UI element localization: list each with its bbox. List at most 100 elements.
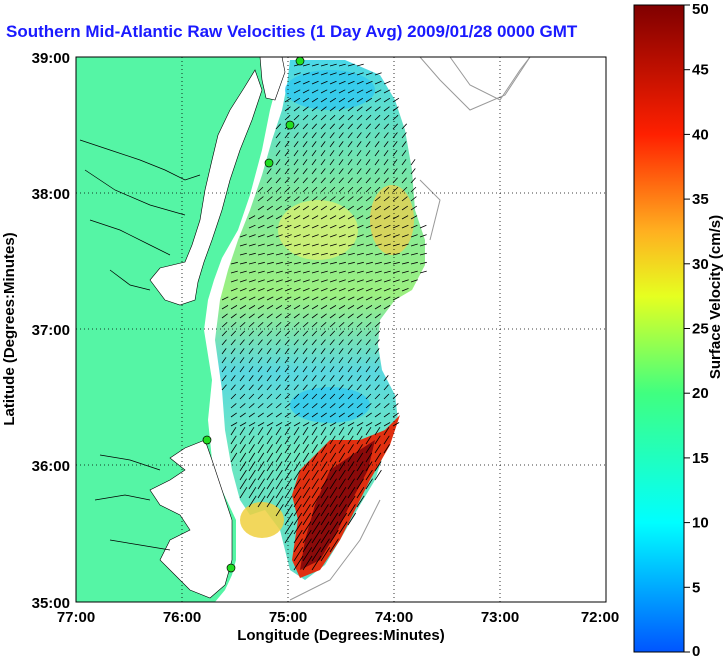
velocity-vector: [311, 196, 318, 202]
velocity-vector: [248, 224, 256, 229]
velocity-vector: [329, 252, 337, 256]
velocity-vector: [338, 426, 345, 436]
velocity-vector: [320, 322, 327, 328]
velocity-vector: [230, 305, 238, 310]
velocity-vector: [329, 243, 337, 247]
velocity-vector: [338, 322, 345, 328]
velocity-vector: [329, 512, 339, 526]
velocity-vector: [311, 348, 317, 355]
velocity-vector: [275, 403, 282, 409]
velocity-vector: [320, 339, 326, 346]
velocity-vector: [338, 196, 345, 202]
warm-patch: [240, 502, 284, 538]
velocity-vector: [302, 270, 310, 274]
velocity-vector: [239, 384, 245, 391]
velocity-vector: [374, 384, 380, 391]
velocity-vector: [320, 215, 328, 220]
velocity-vector: [347, 426, 354, 436]
velocity-vector: [284, 357, 290, 364]
x-axis-label: Longitude (Degrees:Minutes): [237, 627, 445, 644]
velocity-vector: [338, 150, 344, 157]
velocity-vector: [302, 403, 309, 409]
velocity-vector: [365, 243, 373, 247]
velocity-vector: [248, 435, 255, 445]
velocity-vector: [284, 313, 291, 319]
velocity-vector: [302, 348, 308, 355]
velocity-vector: [374, 205, 382, 211]
colorbar-tick-label: 20: [692, 385, 709, 402]
velocity-vector: [374, 89, 382, 94]
velocity-vector: [356, 215, 364, 220]
velocity-vector: [401, 177, 407, 184]
velocity-vector: [275, 393, 282, 400]
velocity-vector: [275, 452, 283, 463]
velocity-vector: [374, 339, 380, 346]
velocity-vector: [383, 412, 390, 418]
velocity-vector: [293, 547, 304, 562]
x-tick-label: 77:00: [57, 609, 95, 626]
velocity-vector: [293, 366, 299, 373]
velocity-vector: [320, 444, 327, 454]
velocity-vector: [293, 141, 299, 148]
velocity-vector: [329, 234, 337, 238]
velocity-vector: [320, 357, 326, 364]
colorbar-tick-label: 50: [692, 1, 709, 18]
velocity-vector: [365, 375, 371, 382]
velocity-vector: [365, 141, 371, 148]
velocity-vector: [275, 215, 283, 220]
velocity-vector: [356, 89, 364, 94]
velocity-vector: [275, 224, 283, 229]
velocity-vector: [392, 114, 399, 121]
velocity-vector: [356, 234, 364, 238]
velocity-vector: [374, 348, 380, 355]
velocity-vector: [365, 114, 372, 121]
velocity-vector: [257, 339, 263, 346]
velocity-vector: [356, 224, 364, 229]
velocity-vector: [257, 288, 265, 292]
velocity-vector: [320, 469, 328, 481]
velocity-vector: [311, 168, 317, 175]
velocity-vector: [293, 452, 301, 463]
velocity-vector: [392, 234, 400, 238]
velocity-vector: [383, 141, 389, 148]
velocity-vector: [221, 322, 228, 328]
velocity-vector: [392, 412, 399, 418]
velocity-vector: [311, 512, 321, 526]
velocity-vector: [392, 150, 398, 157]
velocity-vector: [257, 186, 264, 193]
velocity-vector: [374, 444, 381, 454]
velocity-vector: [347, 504, 356, 517]
velocity-vector: [401, 186, 408, 193]
velocity-vector: [230, 313, 237, 319]
velocity-vector: [311, 435, 318, 445]
velocity-vector: [293, 469, 301, 481]
radar-stations: [202, 57, 305, 573]
velocity-vector: [392, 186, 399, 193]
velocity-vector: [356, 205, 364, 211]
velocity-vector: [401, 215, 409, 220]
velocity-vector: [293, 555, 304, 571]
velocity-vector: [230, 375, 236, 382]
velocity-vector: [338, 159, 344, 166]
velocity-vector: [365, 234, 373, 238]
velocity-vector: [275, 435, 282, 445]
velocity-vector: [293, 296, 301, 301]
velocity-vector: [239, 412, 246, 418]
velocity-vector: [311, 234, 319, 238]
plot-frame: [75, 56, 607, 603]
velocity-vector: [338, 313, 345, 319]
velocity-vector: [293, 461, 301, 472]
velocity-vector: [257, 366, 263, 373]
velocity-vector: [266, 215, 274, 220]
velocity-vector: [239, 322, 246, 328]
velocity-vector: [383, 243, 391, 247]
velocity-vector: [248, 461, 256, 472]
velocity-vector: [239, 469, 247, 481]
velocity-vector: [293, 512, 303, 526]
velocity-vector: [248, 279, 256, 283]
velocity-vector: [401, 150, 407, 157]
velocity-vector: [356, 279, 364, 283]
velocity-vector: [293, 243, 301, 247]
velocity-vector: [329, 422, 337, 427]
velocity-vector: [257, 215, 265, 220]
